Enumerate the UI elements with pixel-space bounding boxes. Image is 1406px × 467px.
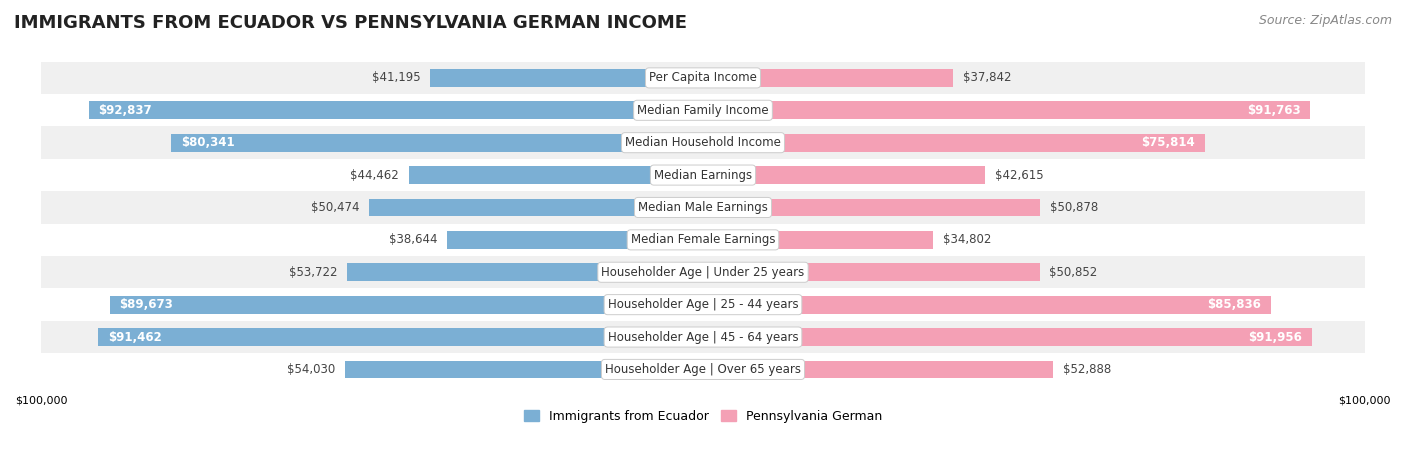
Bar	[703, 101, 1310, 119]
Bar	[703, 198, 1039, 216]
Bar	[703, 263, 1039, 281]
Bar	[703, 134, 1205, 152]
Text: Householder Age | 45 - 64 years: Householder Age | 45 - 64 years	[607, 331, 799, 344]
Text: IMMIGRANTS FROM ECUADOR VS PENNSYLVANIA GERMAN INCOME: IMMIGRANTS FROM ECUADOR VS PENNSYLVANIA …	[14, 14, 688, 32]
Bar	[41, 321, 1365, 353]
Text: $50,474: $50,474	[311, 201, 359, 214]
Bar	[172, 134, 703, 152]
Bar	[346, 361, 703, 378]
Text: Median Male Earnings: Median Male Earnings	[638, 201, 768, 214]
Text: Median Female Earnings: Median Female Earnings	[631, 234, 775, 247]
Text: $75,814: $75,814	[1142, 136, 1195, 149]
Text: $50,878: $50,878	[1050, 201, 1098, 214]
Text: $91,462: $91,462	[108, 331, 162, 344]
Text: $53,722: $53,722	[290, 266, 337, 279]
Text: Median Earnings: Median Earnings	[654, 169, 752, 182]
Text: $54,030: $54,030	[287, 363, 336, 376]
Text: $91,763: $91,763	[1247, 104, 1301, 117]
Text: $50,852: $50,852	[1049, 266, 1098, 279]
Bar	[703, 361, 1053, 378]
Bar	[703, 166, 986, 184]
Bar	[41, 224, 1365, 256]
Bar	[368, 198, 703, 216]
Text: $80,341: $80,341	[181, 136, 235, 149]
Bar	[703, 231, 934, 249]
Text: Householder Age | Over 65 years: Householder Age | Over 65 years	[605, 363, 801, 376]
Bar	[41, 191, 1365, 224]
Bar	[110, 296, 703, 313]
Text: $37,842: $37,842	[963, 71, 1012, 85]
Text: $92,837: $92,837	[98, 104, 152, 117]
Bar	[41, 127, 1365, 159]
Bar	[447, 231, 703, 249]
Text: $44,462: $44,462	[350, 169, 399, 182]
Bar	[41, 289, 1365, 321]
Bar	[89, 101, 703, 119]
Bar	[98, 328, 703, 346]
Bar	[41, 62, 1365, 94]
Bar	[703, 328, 1312, 346]
Text: $34,802: $34,802	[943, 234, 991, 247]
Text: Median Household Income: Median Household Income	[626, 136, 780, 149]
Text: $89,673: $89,673	[120, 298, 173, 311]
Text: $38,644: $38,644	[389, 234, 437, 247]
Bar	[430, 69, 703, 87]
Bar	[703, 296, 1271, 313]
Bar	[703, 69, 953, 87]
Bar	[41, 353, 1365, 386]
Text: Householder Age | Under 25 years: Householder Age | Under 25 years	[602, 266, 804, 279]
Text: $42,615: $42,615	[995, 169, 1043, 182]
Bar	[41, 256, 1365, 289]
Text: $91,956: $91,956	[1247, 331, 1302, 344]
Text: Householder Age | 25 - 44 years: Householder Age | 25 - 44 years	[607, 298, 799, 311]
Text: Per Capita Income: Per Capita Income	[650, 71, 756, 85]
Bar	[347, 263, 703, 281]
Bar	[41, 159, 1365, 191]
Bar	[41, 94, 1365, 127]
Text: $41,195: $41,195	[371, 71, 420, 85]
Text: Median Family Income: Median Family Income	[637, 104, 769, 117]
Legend: Immigrants from Ecuador, Pennsylvania German: Immigrants from Ecuador, Pennsylvania Ge…	[519, 405, 887, 428]
Text: Source: ZipAtlas.com: Source: ZipAtlas.com	[1258, 14, 1392, 27]
Text: $52,888: $52,888	[1063, 363, 1111, 376]
Bar	[409, 166, 703, 184]
Text: $85,836: $85,836	[1208, 298, 1261, 311]
